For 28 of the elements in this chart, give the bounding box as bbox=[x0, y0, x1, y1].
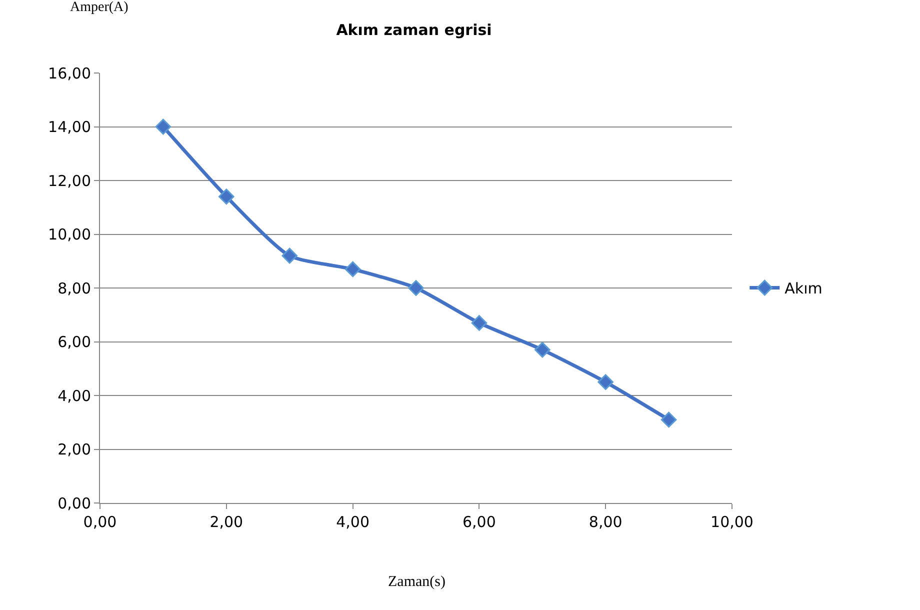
point bbox=[155, 118, 172, 135]
point bbox=[471, 315, 488, 331]
chart-title: Akım zaman egrisi bbox=[336, 20, 492, 39]
y-tick-label: 12,00 bbox=[48, 172, 91, 190]
point bbox=[408, 280, 424, 296]
x-tick-label: 2,00 bbox=[210, 513, 244, 531]
y-tick-label: 2,00 bbox=[58, 440, 91, 458]
point bbox=[218, 188, 234, 205]
y-tick-label: 8,00 bbox=[58, 279, 91, 298]
y-tick-label: 4,00 bbox=[58, 386, 91, 405]
x-tick-label: 10,00 bbox=[710, 513, 754, 531]
point bbox=[598, 374, 614, 390]
x-tick-label: 0,00 bbox=[83, 513, 117, 531]
point bbox=[282, 248, 298, 264]
point bbox=[534, 342, 550, 358]
point bbox=[660, 412, 677, 428]
x-tick-label: 4,00 bbox=[336, 513, 370, 531]
x-tick-label: 8,00 bbox=[588, 513, 622, 531]
y-tick-label: 16,00 bbox=[48, 64, 91, 82]
y-axis-title: Amper(A) bbox=[70, 0, 129, 15]
x-axis-title: Zaman(s) bbox=[388, 574, 446, 590]
y-tick-label: 14,00 bbox=[48, 118, 91, 136]
point bbox=[344, 261, 361, 278]
x-tick-label: 6,00 bbox=[462, 513, 496, 531]
legend-label: Akım bbox=[784, 280, 822, 298]
y-tick-label: 0,00 bbox=[58, 494, 91, 512]
y-tick-label: 10,00 bbox=[48, 226, 91, 244]
y-tick-label: 6,00 bbox=[58, 333, 91, 351]
